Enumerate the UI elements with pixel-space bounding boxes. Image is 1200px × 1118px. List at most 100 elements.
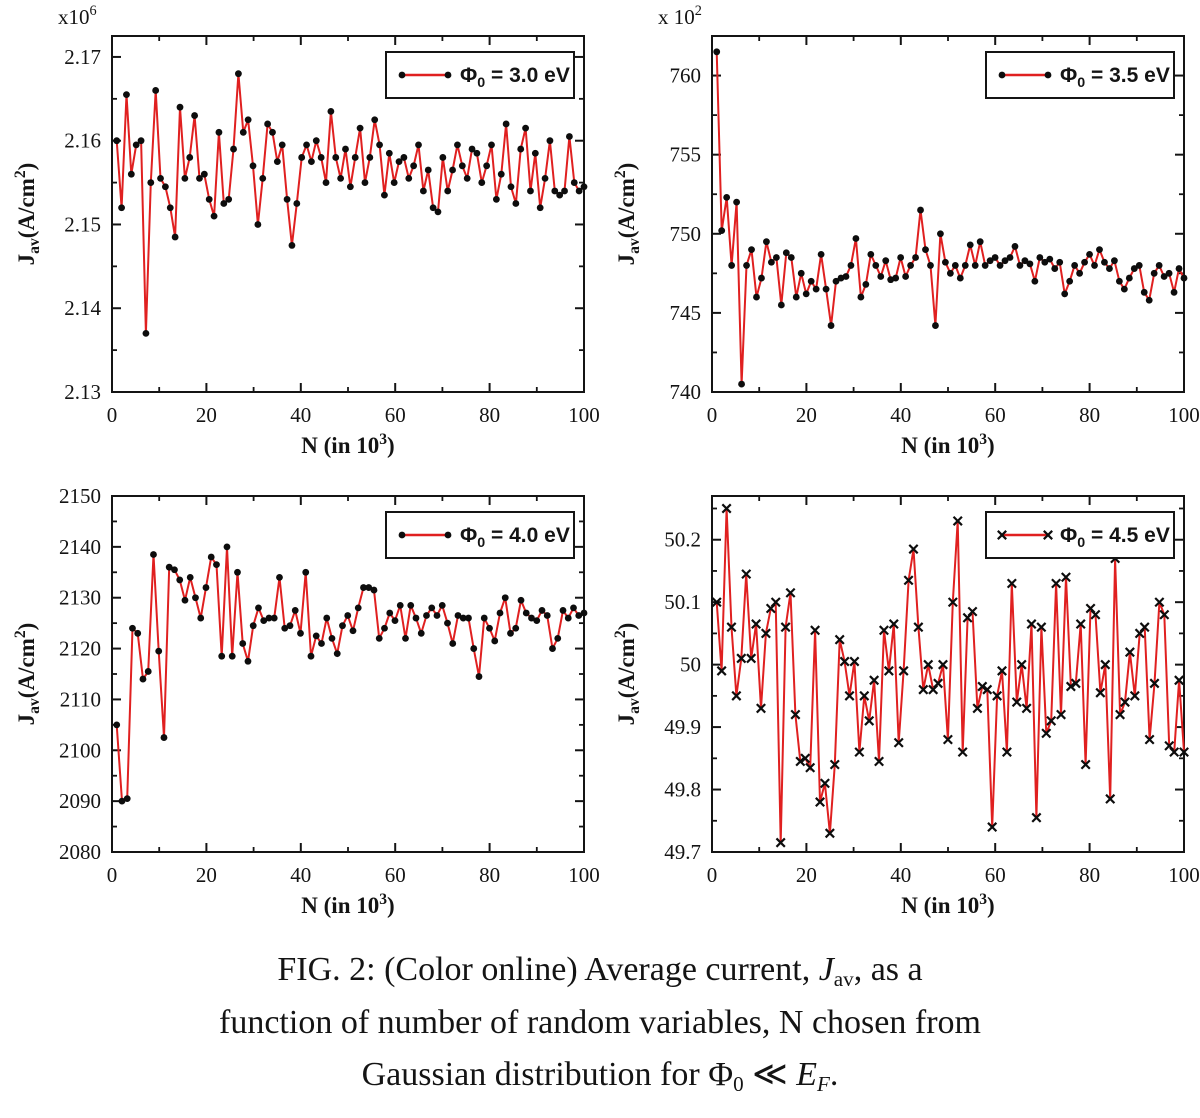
data-markers — [713, 48, 1188, 388]
chart-svg-phi-4.0-ev: 0 20 40 60 80 100 2080 2090 2100 2110 2120 2130 2140… — [12, 484, 600, 918]
chart-phi-3.5-ev: 0 20 40 60 80 100 740 745 750 755 760 Φ0 = 3.5 eV x … — [600, 0, 1200, 460]
svg-text:50: 50 — [680, 653, 701, 677]
svg-text:60: 60 — [385, 863, 406, 887]
x-axis-label: N (in 103) — [901, 431, 994, 458]
svg-text:755: 755 — [670, 143, 702, 167]
chart-svg-phi-4.5-ev: 0 20 40 60 80 100 49.7 49.8 49.9 50 50.1 50.2 Φ0 = 4… — [612, 495, 1200, 918]
svg-text:2100: 2100 — [59, 738, 101, 762]
svg-text:80: 80 — [1079, 403, 1100, 427]
svg-text:20: 20 — [796, 863, 817, 887]
svg-text:100: 100 — [1168, 403, 1200, 427]
caption-segment: J — [818, 951, 834, 988]
svg-text:60: 60 — [385, 403, 406, 427]
axis-ticks — [711, 496, 1185, 853]
axis-ticks — [711, 36, 1185, 393]
svg-text:2.14: 2.14 — [64, 296, 101, 320]
svg-text:80: 80 — [479, 863, 500, 887]
caption-segment: av — [833, 966, 854, 991]
svg-text:745: 745 — [670, 301, 702, 325]
y-axis-label: Jav(A/cm2) — [612, 163, 643, 266]
svg-text:49.9: 49.9 — [664, 715, 701, 739]
svg-text:2.13: 2.13 — [64, 380, 101, 404]
data-markers — [711, 503, 1189, 848]
svg-text:80: 80 — [1079, 863, 1100, 887]
svg-text:2120: 2120 — [59, 637, 101, 661]
x-axis-label: N (in 103) — [301, 891, 394, 918]
svg-text:0: 0 — [707, 863, 718, 887]
svg-text:100: 100 — [568, 863, 600, 887]
figure-caption: FIG. 2: (Color online) Average current, … — [0, 944, 1200, 1102]
svg-text:Φ0 = 3.5 eV: Φ0 = 3.5 eV — [1060, 64, 1170, 91]
caption-line: function of number of random variables, … — [0, 997, 1200, 1050]
charts-grid: 0 20 40 60 80 100 2.13 2.14 2.15 2.16 2.17 Φ0 = 3.0… — [0, 0, 1200, 920]
svg-text:50.1: 50.1 — [664, 590, 701, 614]
caption-segment: E — [796, 1056, 817, 1094]
svg-text:40: 40 — [290, 403, 311, 427]
chart-phi-3.0-ev: 0 20 40 60 80 100 2.13 2.14 2.15 2.16 2.17 Φ0 = 3.0… — [0, 0, 600, 460]
caption-segment: Gaussian distribution for — [361, 1056, 709, 1094]
legend: Φ0 = 3.5 eV — [985, 51, 1175, 99]
svg-text:2140: 2140 — [59, 535, 101, 559]
data-line — [115, 546, 585, 803]
svg-text:60: 60 — [985, 863, 1006, 887]
svg-text:20: 20 — [796, 403, 817, 427]
y-axis-label: Jav(A/cm2) — [12, 623, 43, 726]
caption-line: FIG. 2: (Color online) Average current, … — [0, 944, 1200, 997]
x-axis-label: N (in 103) — [901, 891, 994, 918]
svg-text:2130: 2130 — [59, 586, 101, 610]
caption-segment: F — [816, 1072, 830, 1097]
caption-line: Gaussian distribution for Φ0 ≪ EF. — [0, 1049, 1200, 1102]
svg-text:Φ0 = 3.0 eV: Φ0 = 3.0 eV — [460, 64, 570, 91]
chart-phi-4.5-ev: 0 20 40 60 80 100 49.7 49.8 49.9 50 50.1 50.2 Φ0 = 4… — [600, 460, 1200, 920]
svg-text:Φ0 = 4.0 eV: Φ0 = 4.0 eV — [460, 524, 570, 551]
svg-text:100: 100 — [1168, 863, 1200, 887]
svg-text:2.16: 2.16 — [64, 129, 101, 153]
data-markers — [113, 70, 588, 337]
data-line — [715, 51, 1185, 385]
chart-svg-phi-3.5-ev: 0 20 40 60 80 100 740 745 750 755 760 Φ0 = 3.5 eV x … — [612, 3, 1200, 458]
caption-segment: . — [829, 1056, 839, 1094]
svg-text:2090: 2090 — [59, 789, 101, 813]
svg-text:60: 60 — [985, 403, 1006, 427]
svg-text:0: 0 — [707, 403, 718, 427]
svg-text:50.2: 50.2 — [664, 528, 701, 552]
axis-ticks — [111, 36, 585, 393]
caption-segment: ≪ — [743, 1056, 797, 1094]
data-line — [715, 508, 1185, 843]
legend: Φ0 = 4.5 eV — [985, 511, 1175, 559]
legend: Φ0 = 4.0 eV — [385, 511, 575, 559]
caption-segment: 0 — [733, 1072, 744, 1097]
svg-text:2.17: 2.17 — [64, 45, 101, 69]
svg-text:760: 760 — [670, 64, 702, 88]
caption-segment: function of number of random variables, … — [219, 1003, 981, 1041]
svg-text:Φ0 = 4.5 eV: Φ0 = 4.5 eV — [1060, 524, 1170, 551]
svg-text:750: 750 — [670, 222, 702, 246]
axis-ticks — [111, 495, 585, 853]
svg-text:20: 20 — [196, 863, 217, 887]
svg-text:2150: 2150 — [59, 484, 101, 508]
svg-text:40: 40 — [890, 403, 911, 427]
y-axis-label: Jav(A/cm2) — [12, 163, 43, 266]
svg-text:2080: 2080 — [59, 840, 101, 864]
caption-segment: FIG. 2: (Color online) Average current, — [277, 951, 819, 988]
svg-text:49.7: 49.7 — [664, 840, 701, 864]
caption-segment: Φ — [708, 1056, 734, 1094]
y-axis-label: Jav(A/cm2) — [612, 623, 643, 726]
svg-text:0: 0 — [107, 863, 118, 887]
axis-scale-note: x 102 — [658, 3, 702, 29]
svg-text:40: 40 — [890, 863, 911, 887]
chart-phi-4.0-ev: 0 20 40 60 80 100 2080 2090 2100 2110 2120 2130 2140… — [0, 460, 600, 920]
svg-text:40: 40 — [290, 863, 311, 887]
svg-text:2110: 2110 — [60, 687, 101, 711]
svg-text:80: 80 — [479, 403, 500, 427]
data-markers — [113, 543, 588, 805]
svg-text:0: 0 — [107, 403, 118, 427]
svg-text:2.15: 2.15 — [64, 212, 101, 236]
svg-text:49.8: 49.8 — [664, 778, 701, 802]
svg-text:20: 20 — [196, 403, 217, 427]
svg-text:740: 740 — [670, 380, 702, 404]
legend: Φ0 = 3.0 eV — [385, 51, 575, 99]
svg-text:100: 100 — [568, 403, 600, 427]
axis-scale-note: x106 — [58, 3, 97, 29]
